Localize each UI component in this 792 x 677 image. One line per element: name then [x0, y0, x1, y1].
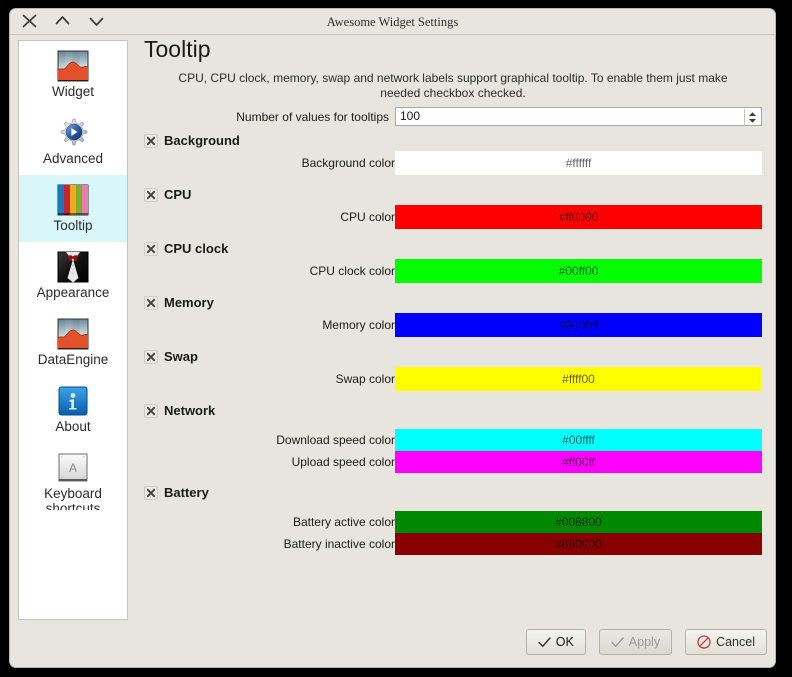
svg-text:A: A	[69, 461, 77, 475]
